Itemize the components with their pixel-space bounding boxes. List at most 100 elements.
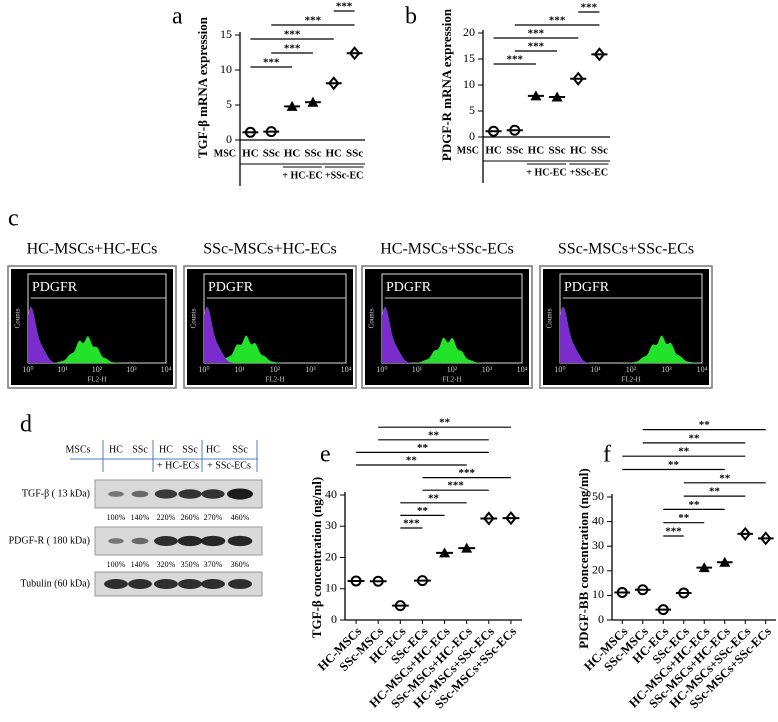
x-tick-label: SSc bbox=[346, 148, 363, 160]
x-tick-label: HC bbox=[570, 145, 587, 157]
flow-x-tick-label: 10³ bbox=[661, 365, 672, 374]
data-point bbox=[416, 575, 428, 587]
data-point bbox=[698, 562, 710, 573]
flow-marker: PDGFR bbox=[386, 280, 432, 295]
blot-percent: 100% bbox=[107, 513, 126, 522]
flow-y-label: Counts bbox=[546, 308, 554, 328]
data-point bbox=[439, 547, 451, 558]
blot-group: + HC-ECs bbox=[157, 460, 199, 471]
flow-marker: PDGFR bbox=[208, 280, 254, 295]
blot-band bbox=[131, 537, 149, 545]
data-point bbox=[327, 76, 340, 91]
histogram-purple bbox=[382, 306, 522, 363]
y-tick-label: 10 bbox=[463, 77, 475, 91]
flow-title: HC-MSCs+SSc-ECs bbox=[380, 241, 514, 258]
y-tick-label: 10 bbox=[220, 62, 232, 76]
panel-label: f bbox=[603, 442, 611, 468]
blot-percent: 370% bbox=[204, 560, 223, 569]
x-tick-label: SSc bbox=[304, 148, 321, 160]
flow-x-tick-label: 10⁴ bbox=[161, 365, 172, 374]
blot-band bbox=[131, 490, 149, 498]
panel-label: e bbox=[320, 442, 331, 468]
blot-band bbox=[201, 579, 225, 589]
significance-label: ** bbox=[678, 512, 690, 524]
data-point bbox=[657, 604, 669, 616]
significance-label: *** bbox=[305, 15, 322, 27]
flow-x-tick-label: 10³ bbox=[482, 365, 493, 374]
y-tick-label: 20 bbox=[325, 549, 337, 563]
blot-header: MSCs bbox=[65, 444, 90, 455]
significance-label: *** bbox=[528, 41, 545, 53]
blot-header: HC bbox=[159, 444, 173, 455]
blot-percent: 350% bbox=[181, 560, 200, 569]
blot-band bbox=[201, 489, 225, 499]
histogram-purple bbox=[560, 306, 702, 363]
data-point bbox=[394, 600, 406, 612]
significance-label: *** bbox=[336, 1, 353, 13]
y-axis-label: TGF-β mRNA expression bbox=[195, 16, 210, 158]
blot-band bbox=[128, 579, 152, 589]
blot-band bbox=[154, 536, 178, 546]
data-point bbox=[461, 542, 473, 553]
flow-x-tick-label: 10¹ bbox=[590, 365, 601, 374]
y-tick-label: 5 bbox=[469, 103, 475, 117]
significance-label: ** bbox=[668, 459, 680, 471]
flow-x-tick-label: 10⁰ bbox=[376, 365, 387, 374]
data-point bbox=[350, 575, 362, 587]
blot-percent: 140% bbox=[131, 560, 150, 569]
histogram-green bbox=[204, 306, 346, 363]
significance-label: ** bbox=[719, 472, 731, 484]
significance-label: ** bbox=[417, 505, 429, 517]
blot-header: SSc bbox=[132, 444, 148, 455]
x-tick-label: SSc bbox=[591, 145, 608, 157]
histogram-purple bbox=[204, 306, 346, 363]
y-tick-label: 30 bbox=[592, 538, 604, 552]
blot-band bbox=[178, 579, 202, 589]
y-tick-label: 20 bbox=[463, 25, 475, 39]
significance-label: *** bbox=[403, 518, 420, 530]
data-point bbox=[616, 586, 628, 598]
blot-row-label: Tubulin (60 kDa) bbox=[20, 578, 90, 589]
data-point bbox=[678, 587, 690, 599]
blot-band bbox=[154, 579, 178, 589]
significance-label: *** bbox=[528, 28, 545, 40]
blot-percent: 270% bbox=[204, 513, 223, 522]
significance-label: ** bbox=[699, 419, 711, 431]
panel-label: c bbox=[8, 206, 19, 232]
row-label: MSC bbox=[457, 145, 479, 156]
flow-x-tick-label: 10⁰ bbox=[554, 365, 565, 374]
significance-label: ** bbox=[417, 442, 429, 454]
flow-x-tick-label: 10⁴ bbox=[341, 365, 352, 374]
significance-label: ** bbox=[709, 486, 721, 498]
blot-percent: 320% bbox=[157, 560, 176, 569]
flow-x-tick-label: 10³ bbox=[126, 365, 137, 374]
flow-background bbox=[365, 269, 529, 385]
flow-marker: PDGFR bbox=[32, 280, 78, 295]
blot-band bbox=[200, 535, 226, 547]
flow-x-tick-label: 10¹ bbox=[57, 365, 68, 374]
blot-row-label: PDGF-R ( 180 kDa) bbox=[9, 535, 90, 546]
y-axis-label: PDGF-BB concentration (ng/ml) bbox=[576, 468, 591, 649]
y-axis-label: TGF-β concentration (ng/ml) bbox=[309, 477, 324, 638]
data-point bbox=[244, 126, 256, 138]
data-point bbox=[637, 584, 649, 596]
blot-percent: 140% bbox=[131, 513, 150, 522]
significance-label: *** bbox=[665, 526, 682, 538]
flow-background bbox=[11, 269, 173, 385]
blot-band bbox=[227, 488, 253, 500]
blot-percent: 260% bbox=[181, 513, 200, 522]
significance-label: ** bbox=[406, 455, 418, 467]
flow-x-tick-label: 10² bbox=[270, 365, 281, 374]
flow-x-tick-label: 10² bbox=[626, 365, 637, 374]
y-tick-label: 40 bbox=[592, 513, 604, 527]
x-tick-label: SSc bbox=[263, 148, 280, 160]
flow-y-label: Counts bbox=[14, 308, 22, 328]
blot-header: HC bbox=[109, 444, 123, 455]
significance-label: *** bbox=[284, 43, 301, 55]
y-tick-label: 40 bbox=[325, 487, 337, 501]
flow-title: SSc-MSCs+SSc-ECs bbox=[558, 241, 694, 258]
significance-label: ** bbox=[439, 417, 451, 429]
data-point bbox=[488, 125, 500, 137]
flow-background bbox=[187, 269, 353, 385]
